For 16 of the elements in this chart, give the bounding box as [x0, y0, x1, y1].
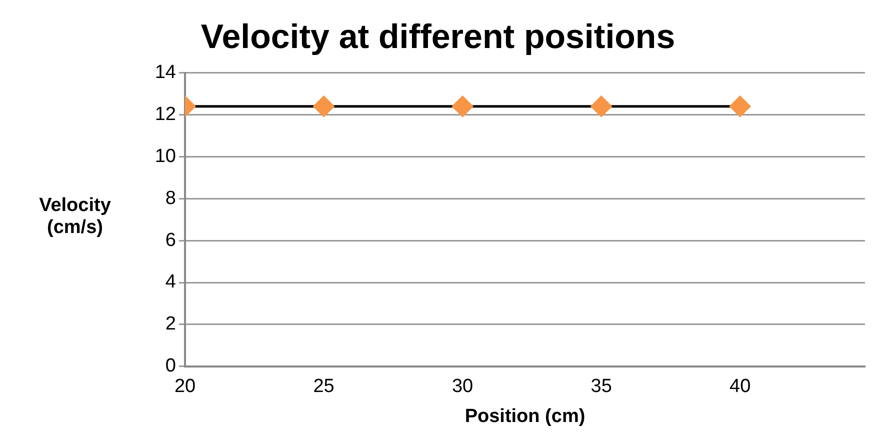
x-tick-label: 25	[313, 376, 334, 398]
y-tick-label: 12	[154, 104, 176, 125]
y-axis-title: Velocity (cm/s)	[38, 195, 112, 239]
y-tick-label: 0	[165, 356, 176, 377]
x-tick-label: 35	[590, 376, 612, 398]
y-tick-label: 8	[165, 188, 176, 209]
x-tick-label: 20	[174, 376, 196, 398]
x-axis-title: Position (cm)	[464, 406, 586, 427]
y-tick-label: 6	[165, 230, 176, 251]
y-tick-label: 10	[154, 146, 176, 167]
y-tick-label: 2	[165, 314, 176, 335]
y-tick-label: 14	[154, 62, 176, 84]
chart-title: Velocity at different positions	[200, 18, 676, 56]
x-tick-label: 30	[452, 376, 474, 398]
x-tick-label: 40	[730, 376, 751, 398]
y-tick-label: 4	[165, 272, 176, 293]
